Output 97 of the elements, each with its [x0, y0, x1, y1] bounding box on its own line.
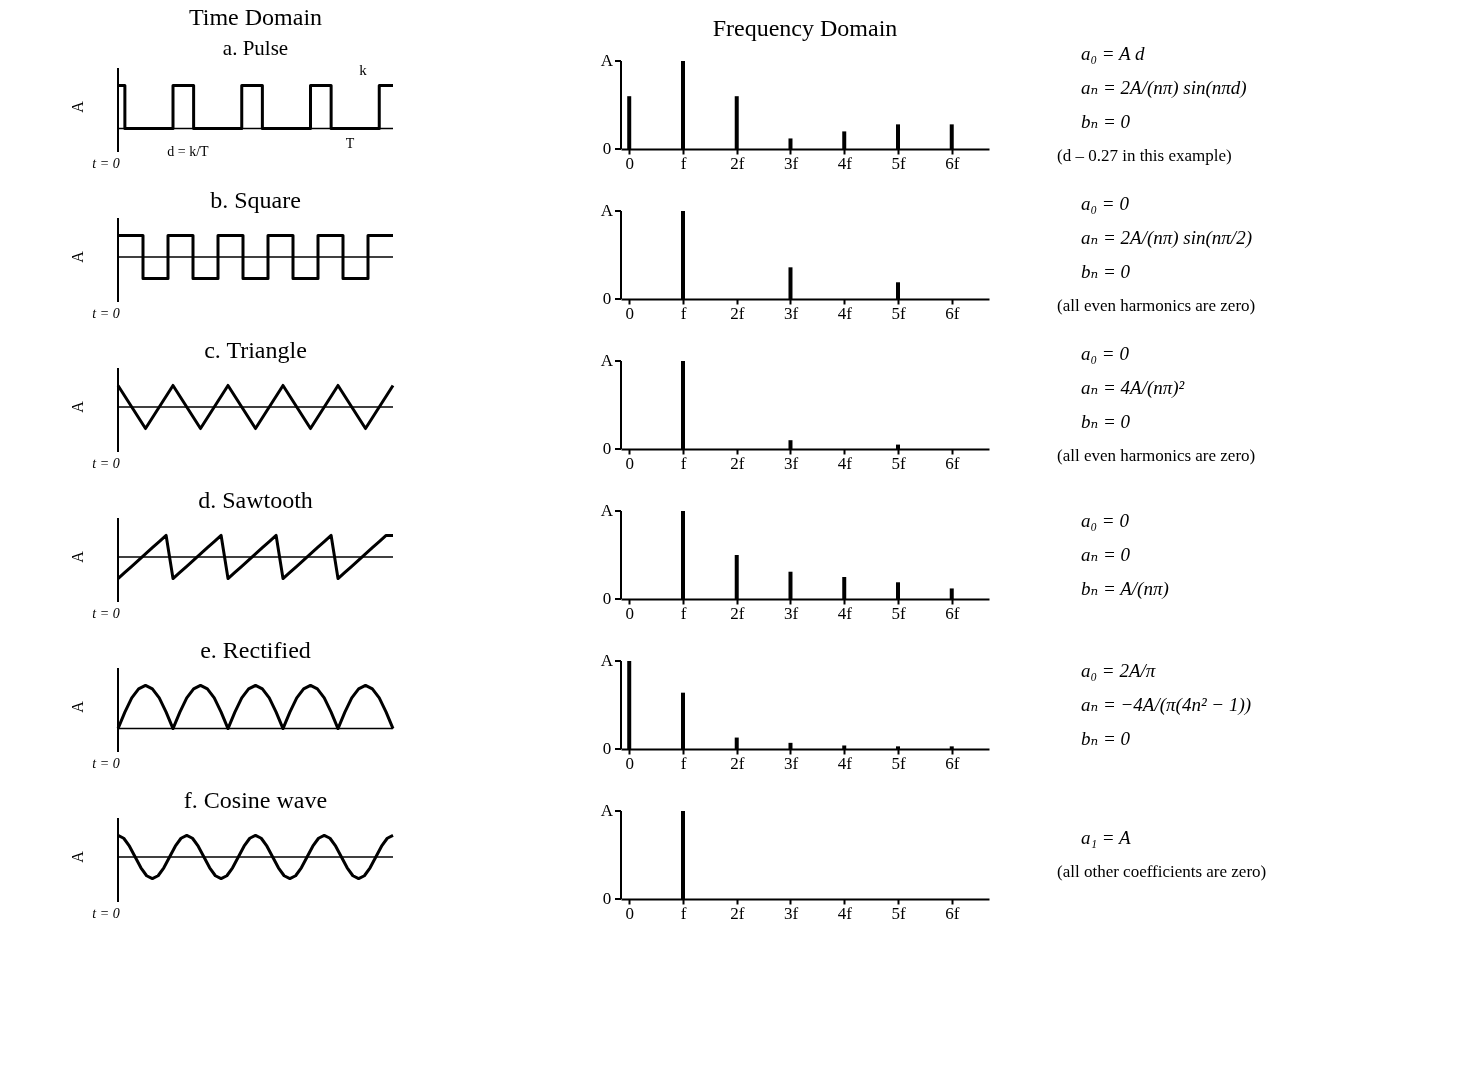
- chart-subtitle: a. Pulse: [222, 36, 289, 60]
- text: aₙ = 2A/(nπ) sin(nπd): [1081, 77, 1247, 99]
- x-tick-label: 6f: [945, 303, 960, 323]
- x-tick-label: 2f: [730, 453, 745, 473]
- chart-title: e. Rectified: [200, 637, 311, 663]
- text: bₙ = 0: [1081, 261, 1131, 282]
- text: t = 0: [92, 756, 120, 771]
- text: (all even harmonics are zero): [1057, 296, 1256, 315]
- chart-title: Time Domain: [188, 4, 323, 30]
- chart-title: Frequency Domain: [712, 15, 898, 41]
- x-tick-label: 4f: [837, 753, 853, 773]
- text: (all even harmonics are zero): [1057, 446, 1256, 465]
- x-tick-label: 0: [625, 603, 634, 623]
- text: 0: [602, 439, 612, 458]
- text: 0: [602, 589, 612, 608]
- x-tick-label: 4f: [837, 453, 853, 473]
- text: k: [359, 62, 368, 78]
- text: a₀ = 0: [1081, 510, 1130, 531]
- text: bₙ = 0: [1081, 728, 1131, 749]
- x-tick-label: 2f: [730, 303, 745, 323]
- text: a₀ = 0: [1081, 343, 1130, 364]
- x-tick-label: 3f: [783, 453, 799, 473]
- x-tick-label: 6f: [945, 453, 960, 473]
- text: t = 0: [92, 306, 120, 321]
- text: t = 0: [92, 606, 120, 621]
- text: t = 0: [92, 156, 120, 171]
- chart-title: f. Cosine wave: [183, 787, 328, 813]
- x-tick-label: 0: [625, 753, 634, 773]
- x-tick-label: 4f: [837, 153, 853, 173]
- x-tick-label: 5f: [891, 753, 906, 773]
- x-tick-label: 3f: [783, 303, 799, 323]
- x-tick-label: 0: [625, 303, 634, 323]
- x-tick-label: 2f: [730, 603, 745, 623]
- x-tick-label: 6f: [945, 603, 960, 623]
- text: aₙ = 2A/(nπ) sin(nπ/2): [1081, 227, 1252, 249]
- text: 0: [602, 739, 612, 758]
- x-tick-label: f: [680, 753, 687, 773]
- text: A: [600, 201, 614, 220]
- x-tick-label: 6f: [945, 153, 960, 173]
- text: 0: [602, 139, 612, 158]
- y-axis-title: A: [69, 550, 86, 563]
- x-tick-label: 2f: [730, 753, 745, 773]
- text: A: [600, 801, 614, 820]
- text: aₙ = 4A/(nπ)²: [1081, 377, 1185, 399]
- text: d = k/T: [167, 144, 210, 159]
- text: bₙ = A/(nπ): [1081, 578, 1169, 600]
- text: T: [345, 136, 355, 151]
- y-axis-title: A: [69, 700, 86, 713]
- text: aₙ = 0: [1081, 544, 1131, 565]
- text: a₁ = A: [1081, 827, 1132, 848]
- y-axis-title: A: [69, 400, 86, 413]
- x-tick-label: f: [680, 303, 687, 323]
- text: aₙ = −4A/(π(4n² − 1)): [1081, 694, 1252, 716]
- x-tick-label: f: [680, 903, 687, 923]
- y-axis-title: A: [69, 250, 86, 263]
- text: A: [600, 651, 614, 670]
- text: 0: [602, 889, 612, 908]
- text: 0: [602, 289, 612, 308]
- text: (d – 0.27 in this example): [1057, 146, 1232, 165]
- chart-title: b. Square: [210, 187, 301, 213]
- x-tick-label: 0: [625, 453, 634, 473]
- x-tick-label: 5f: [891, 153, 906, 173]
- x-tick-label: f: [680, 453, 687, 473]
- x-tick-label: 5f: [891, 903, 906, 923]
- x-tick-label: f: [680, 603, 687, 623]
- chart-title: c. Triangle: [204, 337, 307, 363]
- text: t = 0: [92, 906, 120, 921]
- x-tick-label: 0: [625, 903, 634, 923]
- y-axis-title: A: [69, 100, 86, 113]
- x-tick-label: 4f: [837, 903, 853, 923]
- x-tick-label: f: [680, 153, 687, 173]
- text: (all other coefficients are zero): [1057, 862, 1267, 881]
- text: bₙ = 0: [1081, 111, 1131, 132]
- x-tick-label: 6f: [945, 903, 960, 923]
- y-axis-title: A: [69, 850, 86, 863]
- x-tick-label: 4f: [837, 603, 853, 623]
- x-tick-label: 3f: [783, 753, 799, 773]
- x-tick-label: 3f: [783, 153, 799, 173]
- text: a₀ = 2A/π: [1081, 660, 1156, 681]
- x-tick-label: 2f: [730, 903, 745, 923]
- x-tick-label: 3f: [783, 603, 799, 623]
- text: A: [600, 51, 614, 70]
- x-tick-label: 5f: [891, 303, 906, 323]
- text: bₙ = 0: [1081, 411, 1131, 432]
- x-tick-label: 5f: [891, 453, 906, 473]
- chart-title: d. Sawtooth: [198, 487, 313, 513]
- x-tick-label: 5f: [891, 603, 906, 623]
- x-tick-label: 2f: [730, 153, 745, 173]
- x-tick-label: 6f: [945, 753, 960, 773]
- text: A: [600, 351, 614, 370]
- x-tick-label: 0: [625, 153, 634, 173]
- text: a₀ = A d: [1081, 43, 1146, 64]
- text: a₀ = 0: [1081, 193, 1130, 214]
- text: t = 0: [92, 456, 120, 471]
- text: A: [600, 501, 614, 520]
- x-tick-label: 4f: [837, 303, 853, 323]
- x-tick-label: 3f: [783, 903, 799, 923]
